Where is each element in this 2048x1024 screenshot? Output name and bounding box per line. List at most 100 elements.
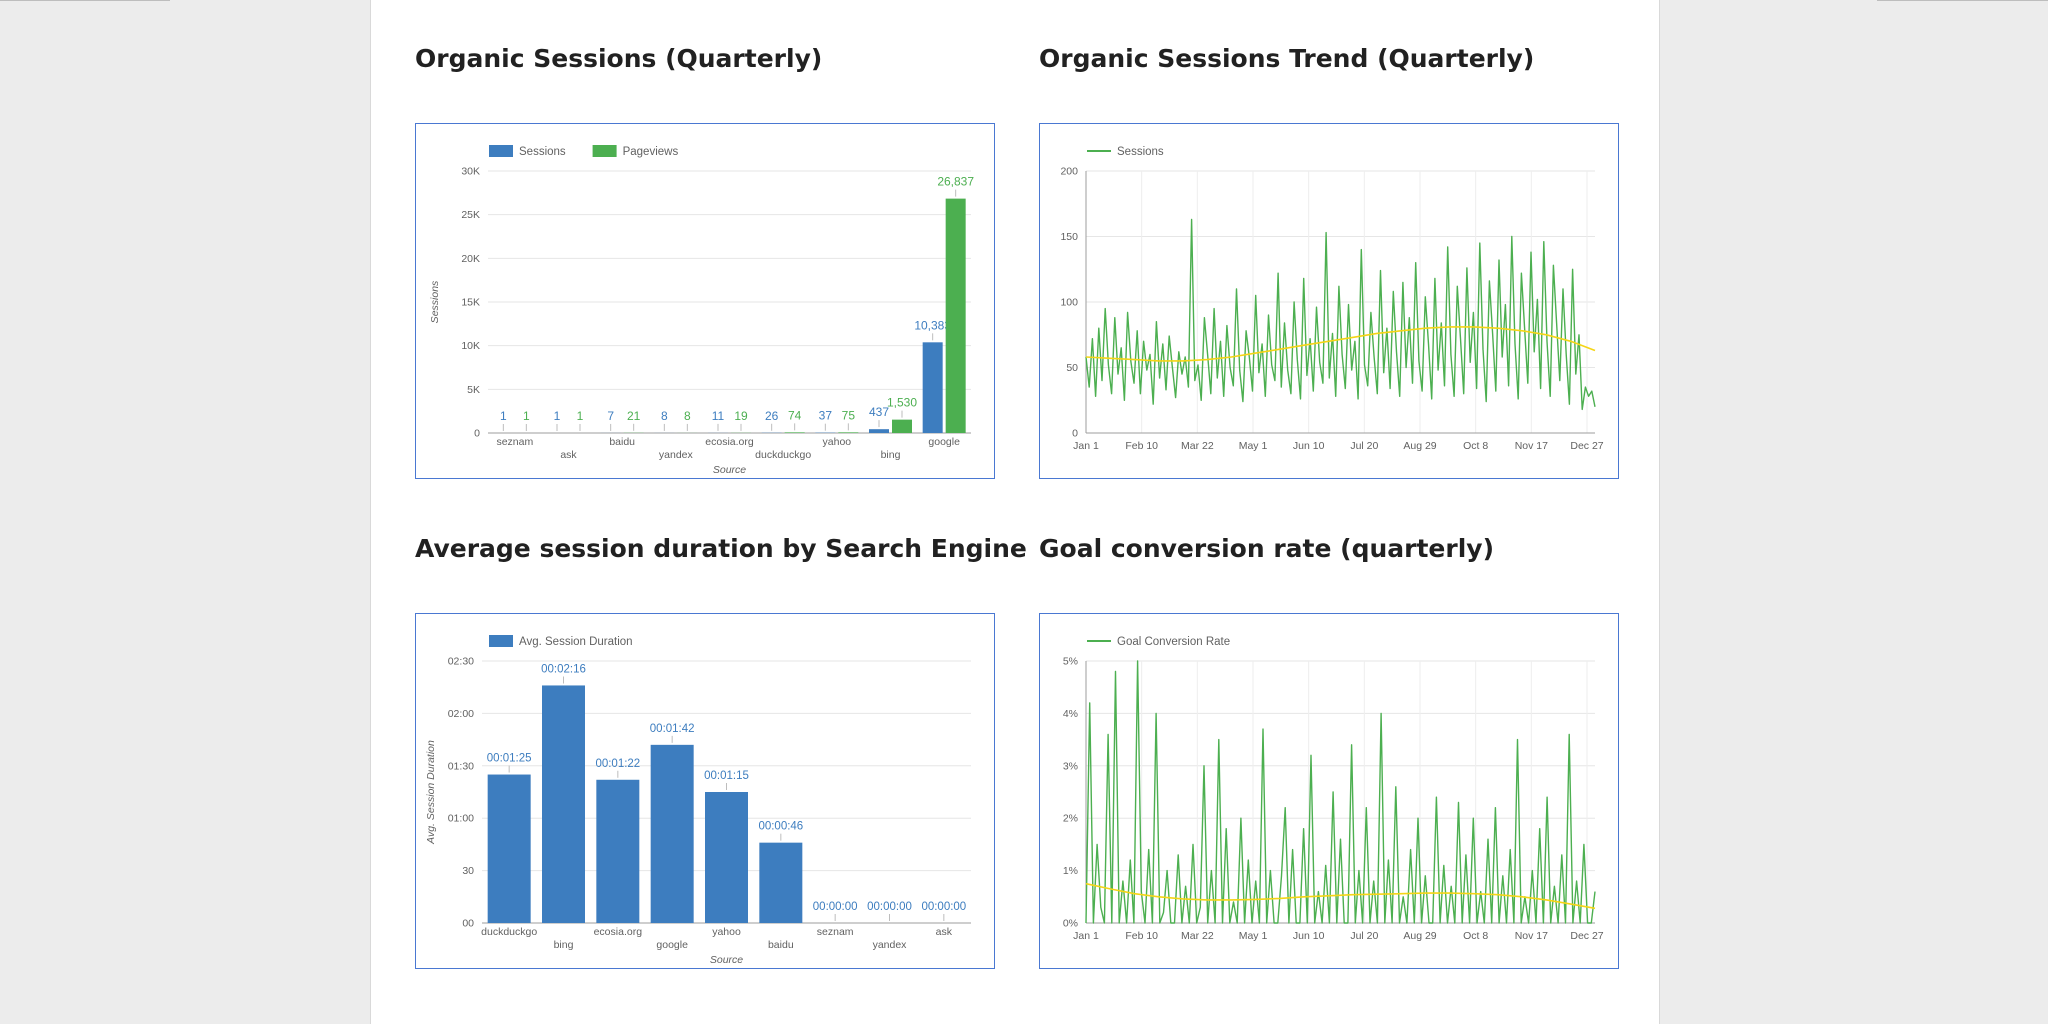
x-tick-label: seznam <box>496 436 533 448</box>
legend-swatch <box>592 145 617 157</box>
x-axis-title: Source <box>710 954 743 966</box>
data-label: 00:01:25 <box>487 753 532 765</box>
data-label: 00:00:00 <box>867 901 912 913</box>
y-axis-title: Sessions <box>429 280 441 323</box>
x-tick-label: google <box>656 939 688 951</box>
x-tick-label: Jul 20 <box>1350 930 1378 942</box>
chart-organic-trend[interactable]: 0 50 100 150 200 Jan 1 Feb 10 Mar 22 May 1 Jun 10… <box>1039 123 1619 479</box>
x-tick-label: May 1 <box>1239 440 1268 452</box>
x-tick-label: Feb 10 <box>1125 930 1158 942</box>
y-tick-label: 2% <box>1063 813 1078 825</box>
report-page: Organic Sessions (Quarterly) 0 5K 10K 15K 20… <box>370 0 1660 1024</box>
y-tick-label: 20K <box>461 253 480 265</box>
x-tick-label: yahoo <box>712 926 741 938</box>
data-label: 00:01:42 <box>650 723 695 735</box>
chart-avg-session-duration[interactable]: 00 30 01:00 01:30 02:00 02:30 duckduckgo 00:01:… <box>415 613 995 969</box>
panel-title-avg-session-duration: Average session duration by Search Engin… <box>415 534 1027 563</box>
data-label: 00:00:00 <box>921 901 966 913</box>
x-tick-label: baidu <box>768 939 794 951</box>
data-label: 1,530 <box>887 396 917 410</box>
x-axis-title: Source <box>713 464 746 476</box>
bar <box>945 198 966 433</box>
chart-organic-sessions[interactable]: 0 5K 10K 15K 20K 25K 30K seznam 1 1 ask 1 1 baidu 7 21 y… <box>415 123 995 479</box>
data-label: 1 <box>577 409 584 423</box>
x-tick-label: Oct 8 <box>1463 930 1488 942</box>
x-tick-label: Oct 8 <box>1463 440 1488 452</box>
y-tick-label: 30 <box>462 865 474 877</box>
x-tick-label: Jun 10 <box>1293 440 1325 452</box>
x-tick-label: bing <box>554 939 574 951</box>
x-tick-label: Mar 22 <box>1181 440 1214 452</box>
x-tick-label: Jun 10 <box>1293 930 1325 942</box>
y-tick-label: 10K <box>461 340 480 352</box>
y-tick-label: 25K <box>461 209 480 221</box>
x-tick-label: seznam <box>817 926 854 938</box>
x-tick-label: Nov 17 <box>1515 930 1548 942</box>
right-edge-line <box>1877 0 2048 1</box>
series-line <box>1085 218 1596 411</box>
data-label: 437 <box>869 405 889 419</box>
x-tick-label: Jan 1 <box>1073 440 1099 452</box>
left-edge-line <box>0 0 170 1</box>
x-tick-label: ecosia.org <box>594 926 643 938</box>
y-tick-label: 5% <box>1063 656 1078 668</box>
y-tick-label: 200 <box>1060 166 1078 178</box>
x-tick-label: May 1 <box>1239 930 1268 942</box>
data-label: 11 <box>712 409 725 423</box>
data-label: 00:02:16 <box>541 663 586 675</box>
y-tick-label: 30K <box>461 166 480 178</box>
bar <box>869 429 889 433</box>
legend-label: Sessions <box>1117 146 1164 158</box>
bar <box>705 792 748 923</box>
data-label: 00:01:15 <box>704 770 749 782</box>
y-axis-title: Avg. Session Duration <box>425 740 437 845</box>
x-tick-label: Dec 27 <box>1570 930 1603 942</box>
line-chart-organic-trend: 0 50 100 150 200 Jan 1 Feb 10 Mar 22 May 1 Jun 10… <box>1060 146 1603 452</box>
panel-title-organic-sessions: Organic Sessions (Quarterly) <box>415 44 823 73</box>
data-label: 1 <box>523 409 530 423</box>
data-label: 74 <box>788 408 802 422</box>
data-label: 37 <box>819 409 833 423</box>
legend-swatch <box>489 145 513 157</box>
x-tick-label: duckduckgo <box>481 926 537 938</box>
y-tick-label: 1% <box>1063 865 1078 877</box>
bar <box>922 342 943 433</box>
data-label: 26,837 <box>937 175 974 189</box>
x-tick-label: ask <box>936 926 953 938</box>
y-tick-label: 15K <box>461 297 480 309</box>
x-tick-label: yandex <box>873 939 908 951</box>
data-label: 21 <box>627 409 641 423</box>
x-tick-label: duckduckgo <box>755 449 811 461</box>
legend-label: Pageviews <box>623 146 679 158</box>
y-tick-label: 02:30 <box>448 656 474 668</box>
y-tick-label: 3% <box>1063 760 1078 772</box>
x-tick-label: Jan 1 <box>1073 930 1099 942</box>
data-label: 19 <box>734 409 748 423</box>
bar <box>596 779 640 923</box>
data-label: 10,383 <box>914 318 951 332</box>
x-tick-label: baidu <box>609 436 635 448</box>
x-tick-label: ecosia.org <box>705 436 754 448</box>
x-tick-label: Mar 22 <box>1181 930 1214 942</box>
data-label: 00:01:22 <box>595 758 640 770</box>
data-label: 1 <box>500 409 507 423</box>
data-label: 75 <box>842 408 856 422</box>
data-label: 00:00:46 <box>758 821 803 833</box>
bar <box>487 774 531 923</box>
y-tick-label: 01:30 <box>448 760 474 772</box>
series-line <box>1085 660 1596 924</box>
y-tick-label: 0 <box>1072 428 1078 440</box>
x-tick-label: yahoo <box>823 436 852 448</box>
bar <box>542 685 585 923</box>
bar <box>650 744 694 923</box>
x-tick-label: Jul 20 <box>1350 440 1378 452</box>
data-label: 7 <box>607 409 614 423</box>
y-tick-label: 5K <box>467 384 480 396</box>
legend-label: Avg. Session Duration <box>519 636 633 648</box>
chart-goal-conversion[interactable]: 0% 1% 2% 3% 4% 5% Jan 1 Feb 10 Mar 22 May 1 Jun 10… <box>1039 613 1619 969</box>
bar <box>759 842 803 923</box>
bar <box>784 432 805 433</box>
x-tick-label: yandex <box>659 449 694 461</box>
x-tick-label: ask <box>560 449 577 461</box>
